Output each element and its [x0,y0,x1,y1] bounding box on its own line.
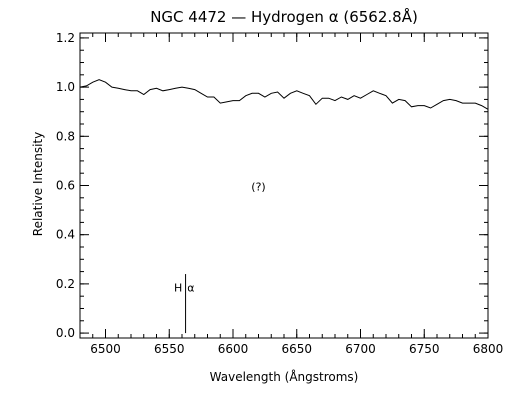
x-tick-label: 6550 [154,342,185,356]
y-tick-label: 1.2 [56,31,75,45]
x-tick-label: 6800 [473,342,504,356]
annotation-layer: (?) H α [174,180,266,294]
x-tick-label: 6500 [90,342,121,356]
annotation-label: (?) [251,180,265,193]
plot-frame [79,32,489,339]
x-tick-label: 6750 [409,342,440,356]
y-tick-label: 0.6 [56,179,75,193]
x-axis-title: Wavelength (Ångstroms) [210,369,359,384]
spectrum-line [79,79,489,110]
y-tick-label: 0.4 [56,228,75,242]
annotation-label: H [174,281,182,294]
tick-labels-layer: 6500 6550 6600 6650 6700 6750 6800 0.0 0.2 0.4 0.6… [56,31,503,356]
x-tick-label: 6700 [345,342,376,356]
y-tick-label: 0.2 [56,277,75,291]
y-tick-label: 0.0 [56,326,75,340]
x-tick-label: 6650 [281,342,312,356]
y-tick-label: 0.8 [56,129,75,143]
data-layer [79,79,489,334]
chart-title: NGC 4472 — Hydrogen α (6562.8Å) [150,7,418,26]
y-tick-label: 1.0 [56,80,75,94]
y-axis-title: Relative Intensity [31,132,45,236]
annotation-label: α [187,281,194,294]
x-tick-label: 6600 [218,342,249,356]
ticks-layer [79,33,489,338]
